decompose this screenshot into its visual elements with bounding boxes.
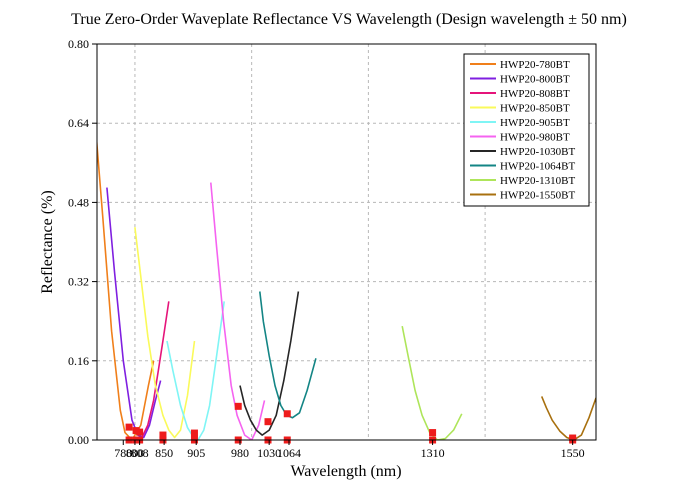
series-line-hwp20-850bt xyxy=(134,227,196,439)
legend-entry: HWP20-1064BT xyxy=(500,161,575,173)
y-tick-label: 0.32 xyxy=(68,275,89,289)
series-line-hwp20-800bt xyxy=(106,187,162,439)
y-tick-label: 0.64 xyxy=(68,116,89,130)
series-line-hwp20-1064bt xyxy=(259,291,317,419)
x-tick-label: 800 xyxy=(126,446,144,460)
legend: HWP20-780BT HWP20-800BT HWP20-808BT HWP20-8… xyxy=(463,53,590,207)
legend-entry: HWP20-808BT xyxy=(500,88,570,100)
x-tick-label: 1030 xyxy=(257,446,281,460)
legend-entry: HWP20-800BT xyxy=(500,74,570,86)
chart-title: True Zero-Order Waveplate Reflectance VS… xyxy=(71,11,627,28)
x-tick-label: 1310 xyxy=(421,446,445,460)
x-tick-label: 905 xyxy=(187,446,205,460)
plot-area-frame xyxy=(96,43,597,441)
data-marker xyxy=(283,410,291,418)
y-tick-label: 0.80 xyxy=(68,37,89,51)
legend-entry: HWP20-1310BT xyxy=(500,175,575,187)
x-axis-label: Wavelength (nm) xyxy=(290,463,401,480)
legend-entry: HWP20-780BT xyxy=(500,59,570,71)
series-line-hwp20-1030bt xyxy=(239,291,300,436)
y-axis-label: Reflectance (%) xyxy=(39,190,56,293)
x-tick-label: 808 xyxy=(131,446,149,460)
legend-entry: HWP20-980BT xyxy=(500,132,570,144)
data-marker xyxy=(132,427,140,435)
legend-entry: HWP20-1030BT xyxy=(500,146,575,158)
data-marker xyxy=(159,431,167,439)
x-tick-label: 980 xyxy=(231,446,249,460)
data-marker xyxy=(125,423,133,431)
x-tick-label: 1550 xyxy=(561,446,585,460)
data-marker xyxy=(264,418,272,426)
legend-entry: HWP20-850BT xyxy=(500,103,570,115)
legend-entry: HWP20-1550BT xyxy=(500,190,575,202)
series-line-hwp20-905bt xyxy=(166,301,225,440)
series-line-hwp20-980bt xyxy=(210,182,266,440)
series-line-hwp20-1550bt xyxy=(540,396,596,440)
x-tick-label: 1064 xyxy=(277,446,301,460)
data-marker xyxy=(429,429,437,437)
y-tick-label: 0.48 xyxy=(68,195,89,209)
x-tick-label: 780 xyxy=(114,446,132,460)
y-tick-label: 0.16 xyxy=(68,354,89,368)
y-tick-label: 0.00 xyxy=(68,433,89,447)
legend-entry: HWP20-905BT xyxy=(500,117,570,129)
data-marker xyxy=(234,402,242,410)
series-line-hwp20-780bt xyxy=(97,135,155,440)
data-markers xyxy=(125,402,577,444)
data-marker xyxy=(136,428,144,436)
series-line-hwp20-1310bt xyxy=(401,325,463,440)
x-tick-label: 850 xyxy=(155,446,173,460)
data-marker xyxy=(190,429,198,437)
